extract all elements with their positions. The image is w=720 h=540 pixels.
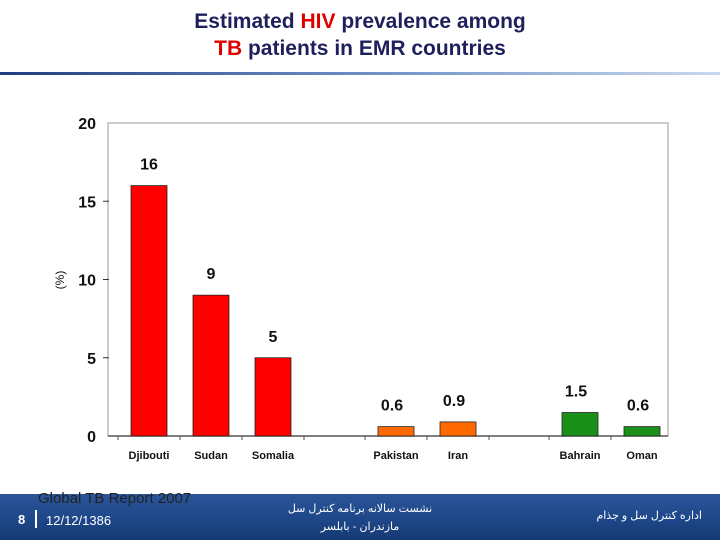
bar-djibouti <box>130 185 168 437</box>
x-tick-label: Pakistan <box>373 450 419 462</box>
data-label: 1.5 <box>565 384 587 401</box>
title-line-1: Estimated HIV prevalence among <box>0 8 720 35</box>
title-text: patients in EMR countries <box>242 37 506 60</box>
data-label: 0.6 <box>627 398 649 415</box>
footer-organization: اداره کنترل سل و جذام <box>596 510 702 522</box>
title-highlight-tb: TB <box>214 37 243 60</box>
data-label: 0.9 <box>443 393 465 410</box>
y-tick-label: 0 <box>87 429 96 446</box>
title-highlight-hiv: HIV <box>300 10 336 33</box>
bar-iran <box>439 421 477 437</box>
title-text: Estimated <box>194 10 301 33</box>
bar-sudan <box>192 294 230 437</box>
data-label: 9 <box>207 266 216 283</box>
x-tick-label: Somalia <box>252 450 295 462</box>
bar-somalia <box>254 357 292 437</box>
y-tick-label: 20 <box>78 116 96 133</box>
page-number: 8 <box>18 512 26 527</box>
y-tick-label: 10 <box>78 273 96 290</box>
y-tick-label: 5 <box>87 351 96 368</box>
footer-separator <box>35 510 37 528</box>
slide-title: Estimated HIV prevalence among TB patien… <box>0 8 720 62</box>
bar-bahrain <box>561 412 599 437</box>
data-label: 0.6 <box>381 398 403 415</box>
x-tick-label: Bahrain <box>560 450 601 462</box>
y-axis-label: (%) <box>53 271 67 290</box>
bar-oman <box>623 426 661 437</box>
data-label: 5 <box>269 329 278 346</box>
footer-event: نشست سالانه برنامه کنترل سل مازندران - ب… <box>260 500 460 536</box>
title-divider <box>0 72 720 75</box>
y-tick-label: 15 <box>78 194 96 211</box>
footer-band <box>0 494 720 540</box>
title-text: prevalence among <box>335 10 526 33</box>
bar-chart: 0 5 10 15 20 (%) 16 Djibouti 9 Sudan 5 Somalia 0.6 Pa… <box>53 116 669 462</box>
title-line-2: TB patients in EMR countries <box>0 35 720 62</box>
source-note: Global TB Report 2007 <box>38 490 192 507</box>
x-tick-label: Djibouti <box>129 450 170 462</box>
footer-event-line-1: نشست سالانه برنامه کنترل سل <box>287 503 433 515</box>
x-tick-label: Oman <box>626 450 657 462</box>
x-tick-label: Sudan <box>194 450 228 462</box>
x-tick-label: Iran <box>448 450 468 462</box>
footer-event-line-2: مازندران - بابلسر <box>320 521 400 533</box>
data-label: 16 <box>140 157 158 174</box>
bar-pakistan <box>377 426 415 437</box>
footer-date: 12/12/1386 <box>46 513 112 528</box>
